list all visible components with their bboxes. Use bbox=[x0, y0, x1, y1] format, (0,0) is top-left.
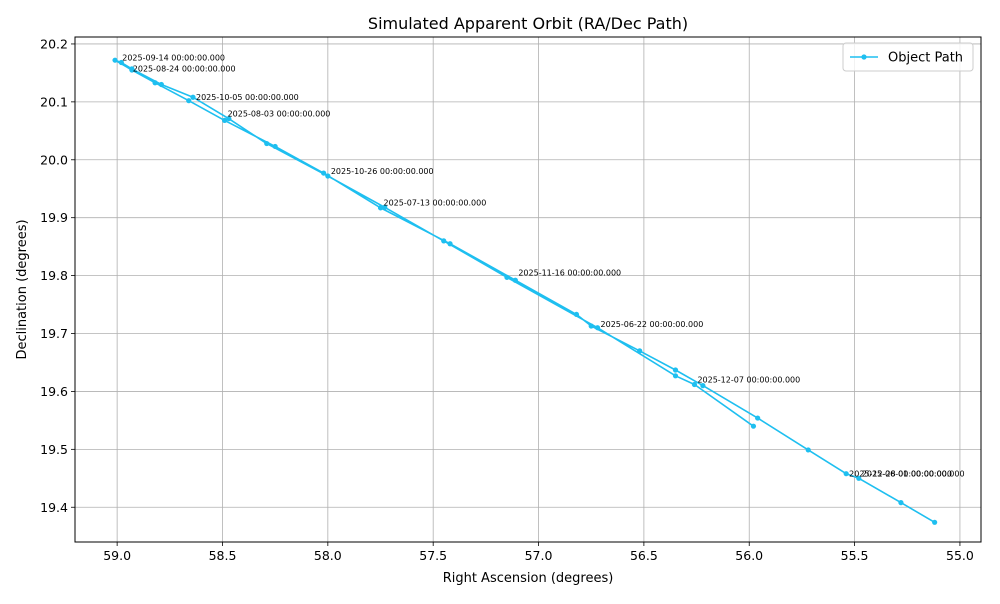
data-point bbox=[441, 238, 447, 244]
y-tick-label: 19.6 bbox=[40, 384, 68, 399]
data-point bbox=[672, 373, 679, 379]
y-tick-label: 19.5 bbox=[40, 442, 68, 457]
x-tick-label: 57.5 bbox=[419, 548, 447, 563]
x-tick-label: 59.0 bbox=[103, 548, 131, 563]
x-tick-label: 56.5 bbox=[630, 548, 658, 563]
data-point bbox=[377, 205, 384, 211]
x-tick-label: 58.5 bbox=[209, 548, 237, 563]
date-annotation: 2025-12-28 00:00:00.000 bbox=[849, 469, 952, 478]
data-point bbox=[382, 204, 388, 210]
data-point bbox=[750, 423, 757, 429]
x-tick-label: 55.5 bbox=[841, 548, 869, 563]
data-point bbox=[573, 311, 580, 318]
date-annotation: 2025-11-16 00:00:00.000 bbox=[518, 268, 621, 277]
data-point bbox=[637, 348, 643, 354]
y-tick-label: 19.8 bbox=[40, 268, 68, 283]
date-annotation: 2025-08-24 00:00:00.000 bbox=[133, 64, 236, 73]
data-point bbox=[755, 415, 761, 421]
data-point bbox=[152, 80, 158, 86]
data-point bbox=[272, 143, 278, 150]
data-point bbox=[118, 59, 124, 66]
data-point bbox=[512, 277, 518, 283]
grid-layer bbox=[75, 37, 981, 542]
data-point bbox=[504, 274, 510, 280]
data-point bbox=[856, 475, 862, 481]
data-point bbox=[158, 81, 164, 88]
date-annotation: 2025-10-26 00:00:00.000 bbox=[331, 167, 434, 176]
data-point bbox=[700, 383, 706, 389]
date-annotation: 2025-08-03 00:00:00.000 bbox=[228, 110, 331, 119]
y-tick-label: 19.7 bbox=[40, 326, 68, 341]
tick-layer: 59.0 58.5 58.0 57.5 57.0 56.5 56.0 55.5 55.0 19.4… bbox=[40, 36, 974, 563]
data-point bbox=[264, 140, 270, 147]
data-point bbox=[805, 447, 811, 453]
legend-series-name: Object Path bbox=[888, 51, 963, 66]
date-annotation: 2025-06-01 00:00:00.000 bbox=[862, 469, 965, 478]
y-tick-label: 20.0 bbox=[40, 152, 68, 167]
date-annotation: 2025-10-05 00:00:00.000 bbox=[196, 93, 299, 102]
y-tick-label: 19.4 bbox=[40, 500, 68, 515]
y-tick-label: 20.1 bbox=[40, 94, 68, 109]
data-point bbox=[186, 98, 192, 104]
data-point bbox=[594, 325, 601, 331]
date-annotation: 2025-06-22 00:00:00.000 bbox=[601, 320, 704, 329]
data-point bbox=[588, 323, 594, 329]
data-point bbox=[321, 170, 327, 176]
data-point bbox=[843, 471, 849, 477]
data-point bbox=[221, 117, 228, 123]
data-point bbox=[898, 500, 904, 506]
date-annotation: 2025-09-14 00:00:00.000 bbox=[122, 53, 225, 62]
y-axis-label: Declination (degrees) bbox=[15, 219, 30, 359]
data-point bbox=[112, 57, 118, 63]
data-point bbox=[447, 241, 453, 247]
data-point bbox=[190, 94, 196, 100]
x-tick-label: 57.0 bbox=[525, 548, 553, 563]
chart-title: Simulated Apparent Orbit (RA/Dec Path) bbox=[368, 14, 688, 33]
data-point bbox=[129, 66, 135, 72]
data-point bbox=[691, 381, 698, 388]
legend: Object Path bbox=[842, 42, 974, 72]
y-tick-label: 20.2 bbox=[40, 36, 68, 51]
series-line-object-path bbox=[114, 59, 936, 523]
x-axis-label: Right Ascension (degrees) bbox=[443, 571, 614, 586]
legend-marker-swatch bbox=[861, 54, 867, 60]
y-tick-label: 19.9 bbox=[40, 210, 68, 225]
annotation-layer: 2025-09-14 00:00:00.000 2025-08-24 00:00:… bbox=[122, 53, 964, 478]
legend-box bbox=[842, 42, 974, 72]
series-layer bbox=[112, 57, 938, 525]
data-point bbox=[672, 367, 679, 373]
x-tick-label: 56.0 bbox=[735, 548, 763, 563]
date-annotation: 2025-12-07 00:00:00.000 bbox=[697, 375, 800, 384]
data-point bbox=[325, 173, 331, 179]
x-tick-label: 58.0 bbox=[314, 548, 342, 563]
plot-frame bbox=[74, 36, 982, 543]
data-point bbox=[932, 519, 938, 525]
x-tick-label: 55.0 bbox=[946, 548, 974, 563]
data-point bbox=[226, 116, 232, 122]
date-annotation: 2025-07-13 00:00:00.000 bbox=[384, 198, 487, 207]
